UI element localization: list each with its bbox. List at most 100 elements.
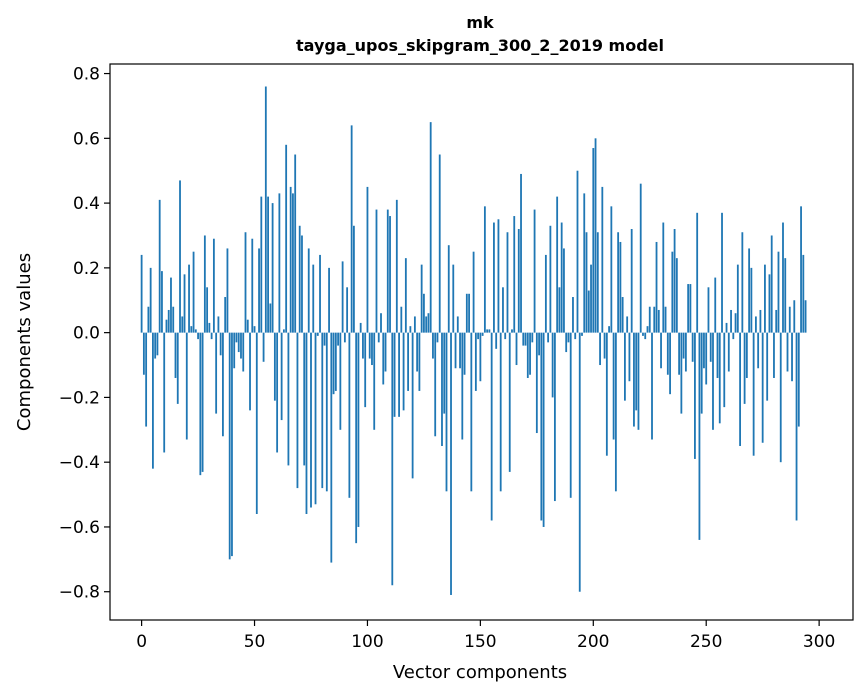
bar-207 [608,326,610,333]
y-tick-label: 0.8 [73,65,100,85]
bar-109 [386,209,389,333]
bar-62 [280,332,283,421]
bar-257 [721,212,723,333]
bar-56 [267,196,269,333]
bar-25 [197,332,199,340]
bar-110 [389,216,391,333]
bar-203 [599,332,601,366]
bar-153 [486,329,489,333]
bar-262 [732,332,735,340]
bar-108 [384,332,387,372]
bar-30 [208,322,211,333]
bar-234 [669,332,671,395]
bar-226 [651,332,653,440]
bar-51 [255,332,258,514]
bar-293 [802,254,805,333]
bar-208 [610,206,613,333]
bar-228 [655,241,658,333]
bar-143 [463,332,466,375]
bar-6 [154,332,157,359]
bar-196 [583,193,586,333]
bar-216 [628,332,631,382]
bar-275 [761,332,764,443]
bar-287 [788,306,791,333]
bar-241 [684,332,687,372]
bar-76 [312,264,315,333]
x-axis-label: Vector components [393,662,567,683]
bar-133 [441,332,443,446]
y-axis-label: Components values [14,253,35,431]
bar-161 [504,332,507,340]
bar-71 [301,235,303,333]
bar-73 [305,332,308,514]
bar-57 [269,303,272,333]
bar-98 [362,332,364,359]
bar-112 [393,332,396,417]
bar-137 [450,332,452,595]
bar-166 [515,332,518,366]
bar-205 [603,332,606,359]
bar-134 [443,332,446,414]
bar-270 [750,267,753,333]
bar-229 [657,309,660,333]
bar-65 [287,332,290,466]
bar-63 [282,329,285,333]
bar-170 [524,332,527,346]
bar-103 [373,332,376,430]
bar-120 [411,332,414,479]
bar-67 [292,193,294,333]
bar-8 [158,199,161,333]
bar-248 [700,332,703,414]
bar-37 [224,297,227,333]
bar-155 [490,332,493,521]
bar-4 [149,267,152,333]
bar-198 [587,290,590,333]
bar-235 [671,251,674,333]
bar-259 [725,322,728,333]
bar-193 [576,170,579,333]
bar-146 [470,332,473,492]
chart-title-line-1: mk [466,13,494,32]
bar-200 [592,148,595,333]
x-tick-label: 150 [464,632,496,652]
x-tick-label: 300 [803,632,835,652]
bar-220 [637,332,640,430]
bar-113 [395,199,398,333]
bar-21 [188,264,190,333]
bar-294 [804,300,807,333]
bar-61 [278,193,281,333]
bar-82 [325,332,328,492]
bar-90 [343,332,346,343]
bar-176 [538,332,540,356]
bar-167 [517,229,520,333]
bar-102 [371,332,373,366]
bar-80 [321,332,324,489]
bar-260 [727,332,730,372]
bar-291 [797,332,800,427]
x-tick-label: 200 [577,632,609,652]
bar-281 [775,309,778,333]
bar-217 [630,229,633,333]
bar-123 [418,332,421,391]
bar-24 [194,329,197,333]
bar-10 [163,332,166,453]
x-axis-ticks: 0 50 100 150 200 250 300 [136,620,835,652]
bar-54 [262,332,265,362]
bar-81 [323,332,326,346]
bar-214 [624,332,626,401]
bar-99 [364,332,367,408]
bar-185 [558,287,561,333]
bar-31 [210,332,213,340]
bar-188 [565,332,568,353]
bar-252 [709,332,712,362]
bar-114 [398,332,400,417]
bar-27 [201,332,204,472]
bar-138 [452,264,455,333]
bar-231 [662,222,665,333]
bar-150 [479,332,482,382]
bar-164 [511,329,513,333]
bar-253 [712,332,714,430]
bar-111 [391,332,394,586]
bar-43 [237,332,240,353]
